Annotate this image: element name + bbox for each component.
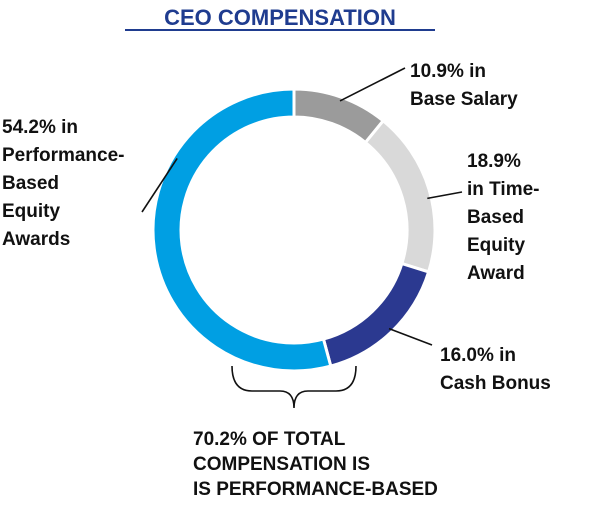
performance-annotation: 70.2% OF TOTAL COMPENSATION IS IS PERFORMA… xyxy=(193,429,438,500)
leader-line-1 xyxy=(427,191,463,200)
slice-label-1: 18.9% in Time- Based Equity Award xyxy=(467,151,540,284)
annotation-text: 70.2% OF TOTAL COMPENSATION IS IS PERFORMA… xyxy=(193,429,438,500)
slice-label-3: 54.2% in Performance- Based Equity Awards xyxy=(2,117,125,250)
slice-label-2-line-0: 16.0% in xyxy=(440,345,516,366)
slice-label-0-line-1: Base Salary xyxy=(410,89,518,110)
slice-label-1-line-1: in Time- xyxy=(467,179,540,200)
donut-slice-2 xyxy=(321,261,431,368)
leader-line-3 xyxy=(141,158,178,213)
annotation-line-2: IS PERFORMANCE-BASED xyxy=(193,479,438,500)
slice-label-0: 10.9% in Base Salary xyxy=(410,61,518,110)
slice-label-3-line-0: 54.2% in xyxy=(2,117,78,138)
slice-label-3-line-1: Performance- xyxy=(2,145,125,166)
slice-label-1-line-2: Based xyxy=(467,207,524,228)
slice-label-1-line-4: Award xyxy=(467,263,525,284)
slice-label-3-line-4: Awards xyxy=(2,229,70,250)
slice-label-3-line-3: Equity xyxy=(2,201,60,222)
donut-slice-3 xyxy=(151,87,333,373)
donut-slice-1 xyxy=(363,118,437,274)
annotation-line-0: 70.2% OF TOTAL xyxy=(193,429,346,450)
slice-label-0-line-0: 10.9% in xyxy=(410,61,486,82)
leader-line-0 xyxy=(339,67,406,102)
slice-label-2-line-1: Cash Bonus xyxy=(440,373,551,394)
slice-label-3-line-2: Based xyxy=(2,173,59,194)
performance-brace xyxy=(231,365,357,409)
donut-slice-0 xyxy=(292,87,386,145)
chart-title: CEO COMPENSATION xyxy=(164,5,396,30)
slice-label-2: 16.0% in Cash Bonus xyxy=(440,345,551,394)
slice-label-1-line-0: 18.9% xyxy=(467,151,521,172)
slice-labels: 10.9% in Base Salary 18.9% in Time- Based Equ… xyxy=(2,61,551,394)
donut-slices xyxy=(151,87,437,373)
annotation-line-1: COMPENSATION IS xyxy=(193,454,370,475)
leader-line-2 xyxy=(388,327,433,346)
slice-label-1-line-3: Equity xyxy=(467,235,525,256)
label-leader-lines xyxy=(141,67,463,346)
